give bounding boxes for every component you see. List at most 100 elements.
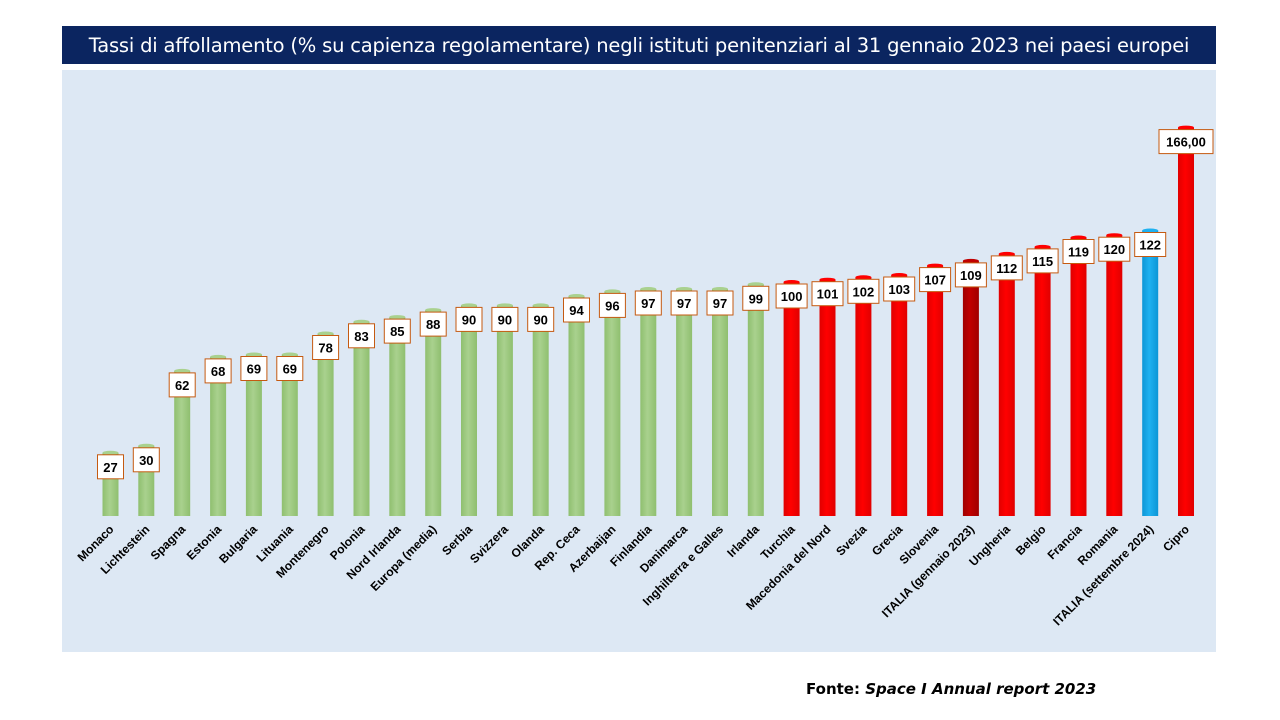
value-label-box-27	[1062, 239, 1095, 264]
value-label-30: 166,00	[1166, 135, 1206, 150]
bar-chart: 27Monaco30Lichtestein62Spagna68Estonia69…	[75, 125, 1214, 628]
bar-13	[568, 296, 585, 516]
bar-cap-15	[640, 287, 657, 291]
category-label-9: Europa (media)	[368, 522, 440, 594]
value-label-13: 94	[569, 303, 584, 318]
chart-area: 27 Monaco 30 Lichtestein 62 Spagna 68 Estonia 69…	[62, 70, 1216, 652]
bar-27	[1070, 237, 1087, 516]
bar-12	[532, 305, 549, 516]
category-label-30: Cipro	[1160, 522, 1192, 554]
value-label-17: 97	[713, 296, 727, 311]
value-label-box-2	[168, 372, 196, 398]
bar-22	[891, 275, 908, 516]
value-label-box-17	[706, 290, 734, 316]
bar-9	[425, 310, 442, 516]
category-label-2: Spagna	[148, 522, 189, 563]
value-label-box-28	[1098, 236, 1131, 262]
value-label-box-15	[634, 290, 662, 316]
bar-4	[245, 354, 262, 516]
bar-20	[819, 279, 836, 516]
bar-cap-14	[604, 289, 621, 294]
value-label-6: 78	[318, 341, 332, 356]
bar-cap-12	[532, 303, 549, 308]
value-label-box-23	[919, 267, 952, 293]
value-label-7: 83	[354, 329, 368, 344]
value-label-23: 107	[924, 273, 946, 288]
bar-21	[855, 277, 872, 516]
bar-cap-11	[496, 303, 513, 308]
bar-cap-6	[317, 331, 334, 336]
value-label-box-6	[312, 335, 340, 360]
source-note: Fonte: Space I Annual report 2023	[806, 680, 1096, 698]
bar-cap-9	[425, 308, 442, 313]
value-label-box-12	[527, 306, 555, 332]
value-label-25: 112	[996, 261, 1017, 276]
bar-8	[389, 317, 406, 516]
value-label-28: 120	[1103, 242, 1125, 257]
category-label-18: Irlanda	[724, 522, 762, 560]
source-text: Space I Annual report 2023	[865, 680, 1097, 698]
bar-cap-13	[568, 294, 585, 298]
bar-16	[676, 289, 693, 516]
bar-3	[210, 356, 227, 516]
value-label-box-8	[383, 318, 411, 344]
bar-cap-10	[461, 303, 477, 308]
value-label-4: 69	[247, 362, 261, 377]
value-label-11: 90	[498, 312, 512, 327]
bar-cap-25	[998, 251, 1015, 256]
value-label-26: 115	[1032, 254, 1053, 269]
value-label-10: 90	[462, 312, 476, 327]
value-label-box-22	[883, 276, 916, 302]
value-label-box-13	[563, 297, 590, 323]
value-label-box-20	[811, 281, 844, 307]
bar-cap-18	[747, 282, 764, 287]
source-label: Fonte:	[806, 680, 860, 698]
bar-cap-17	[712, 287, 728, 291]
bar-24	[962, 260, 979, 516]
bar-cap-16	[676, 287, 693, 291]
bar-18	[747, 284, 764, 516]
bar-5	[281, 354, 298, 516]
bar-cap-23	[927, 263, 944, 268]
value-label-14: 96	[605, 298, 619, 313]
value-label-box-0	[97, 454, 124, 480]
bar-2	[174, 370, 191, 516]
value-label-29: 122	[1139, 238, 1161, 253]
value-label-1: 30	[139, 453, 153, 468]
value-label-9: 88	[426, 317, 440, 332]
bar-28	[1106, 235, 1123, 516]
value-label-box-30	[1158, 129, 1214, 155]
bar-cap-27	[1070, 235, 1087, 240]
value-label-box-19	[775, 283, 808, 309]
bar-10	[461, 305, 477, 516]
bar-6	[317, 333, 334, 516]
bar-cap-7	[353, 319, 370, 324]
category-label-4: Bulgaria	[216, 522, 260, 566]
value-label-box-1	[132, 447, 160, 473]
bar-cap-5	[281, 352, 298, 357]
value-label-box-4	[240, 356, 268, 381]
value-label-24: 109	[960, 268, 982, 283]
value-label-16: 97	[677, 296, 691, 311]
bar-cap-2	[174, 368, 191, 373]
value-label-box-29	[1134, 232, 1167, 257]
value-label-box-5	[276, 356, 304, 381]
bar-23	[927, 265, 944, 516]
bar-cap-28	[1106, 233, 1123, 238]
bar-7	[353, 321, 370, 516]
value-label-0: 27	[103, 460, 117, 475]
value-label-box-11	[491, 306, 519, 332]
category-label-11: Svizzera	[467, 522, 511, 566]
bar-cap-21	[855, 275, 872, 280]
bar-17	[712, 289, 728, 516]
value-label-box-21	[847, 278, 880, 304]
value-label-box-7	[348, 323, 375, 349]
bar-11	[496, 305, 513, 516]
category-label-21: Svezia	[833, 522, 870, 559]
bar-cap-24	[962, 258, 979, 263]
value-label-box-18	[742, 285, 770, 311]
value-label-22: 103	[888, 282, 910, 297]
value-label-18: 99	[749, 291, 763, 306]
bar-19	[783, 282, 800, 516]
bar-cap-20	[819, 277, 836, 282]
